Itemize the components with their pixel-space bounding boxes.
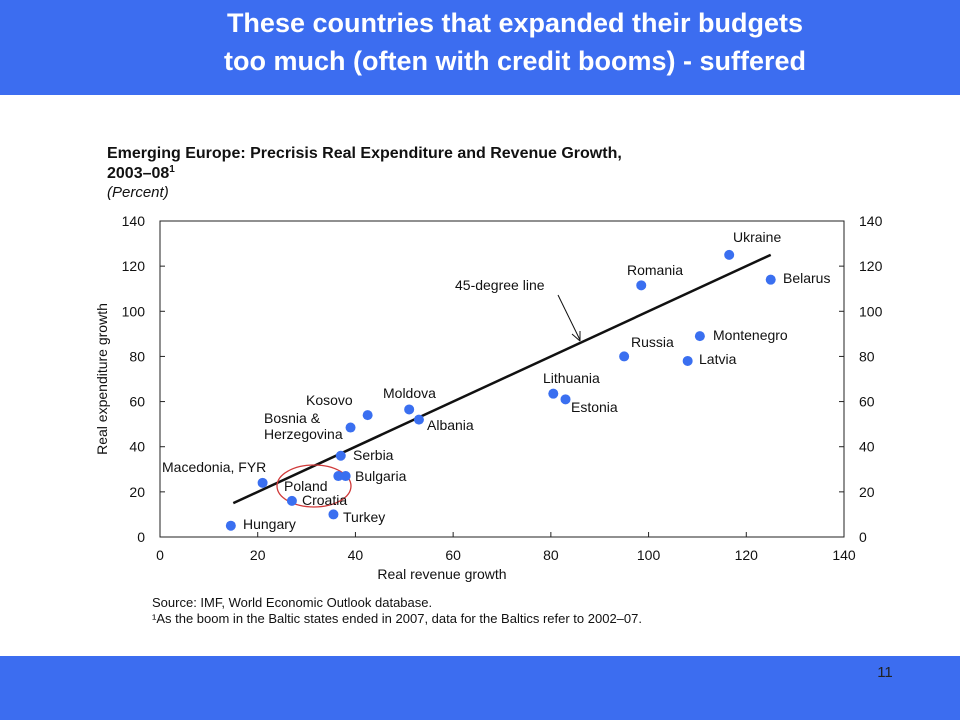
reference-line-45-degree bbox=[232, 253, 772, 505]
data-point bbox=[225, 520, 236, 531]
reference-line-label: 45-degree line bbox=[455, 277, 545, 293]
data-point bbox=[619, 351, 630, 362]
y-tick-label-right: 20 bbox=[859, 484, 875, 500]
data-point bbox=[333, 471, 344, 482]
x-tick-label: 120 bbox=[735, 547, 759, 563]
point-label: Bosnia & bbox=[264, 410, 321, 426]
x-tick-label: 100 bbox=[637, 547, 661, 563]
footnote: ¹As the boom in the Baltic states ended … bbox=[152, 611, 642, 626]
point-label: Croatia bbox=[302, 492, 347, 508]
point-label: Kosovo bbox=[306, 392, 353, 408]
y-tick-label-left: 40 bbox=[129, 439, 145, 455]
data-point bbox=[335, 450, 346, 461]
y-tick-label-left: 120 bbox=[122, 258, 146, 274]
point-label: Ukraine bbox=[733, 229, 781, 245]
data-point bbox=[724, 249, 735, 260]
point-label: Albania bbox=[427, 417, 474, 433]
page-number: 11 bbox=[877, 664, 893, 681]
data-point bbox=[340, 471, 351, 482]
y-axis-label: Real expenditure growth bbox=[94, 303, 110, 455]
point-label: Serbia bbox=[353, 447, 394, 463]
data-point bbox=[328, 509, 339, 520]
y-tick-label-right: 80 bbox=[859, 348, 875, 364]
y-tick-label-right: 100 bbox=[859, 303, 883, 319]
slide-title: These countries that expanded their budg… bbox=[0, 4, 960, 80]
data-point bbox=[413, 414, 424, 425]
y-tick-label-right: 40 bbox=[859, 439, 875, 455]
x-tick-label: 0 bbox=[156, 547, 164, 563]
x-axis-label: Real revenue growth bbox=[377, 566, 506, 582]
point-label: Poland bbox=[284, 478, 328, 494]
scatter-chart: Emerging Europe: Precrisis Real Expendit… bbox=[94, 145, 883, 582]
chart-title-line-1: Emerging Europe: Precrisis Real Expendit… bbox=[107, 145, 622, 162]
poland-highlight-circle bbox=[276, 464, 352, 508]
point-label: Lithuania bbox=[543, 370, 600, 386]
data-point bbox=[694, 331, 705, 342]
title-band bbox=[0, 0, 960, 95]
data-point bbox=[560, 394, 571, 405]
y-tick-label-left: 80 bbox=[129, 348, 145, 364]
point-label: Herzegovina bbox=[264, 426, 343, 442]
y-tick-label-right: 60 bbox=[859, 394, 875, 410]
data-point bbox=[548, 388, 559, 399]
y-tick-label-right: 140 bbox=[859, 213, 883, 229]
point-label: Romania bbox=[627, 262, 683, 278]
pointer-arrowhead bbox=[571, 331, 581, 342]
footer-band bbox=[0, 656, 960, 720]
source-note: Source: IMF, World Economic Outlook data… bbox=[152, 595, 433, 610]
data-point bbox=[765, 274, 776, 285]
slide-title-line-1: These countries that expanded their budg… bbox=[226, 8, 804, 38]
point-label: Macedonia, FYR bbox=[162, 459, 266, 475]
data-point bbox=[345, 422, 356, 433]
y-tick-label-left: 20 bbox=[129, 484, 145, 500]
y-tick-label-right: 120 bbox=[859, 258, 883, 274]
data-point bbox=[682, 355, 693, 366]
point-label: Turkey bbox=[343, 509, 385, 525]
point-label: Latvia bbox=[699, 351, 737, 367]
x-tick-label: 80 bbox=[543, 547, 559, 563]
y-tick-label-right: 0 bbox=[859, 529, 867, 545]
chart-subtitle: (Percent) bbox=[107, 184, 169, 201]
data-point bbox=[362, 410, 373, 421]
point-label: Bulgaria bbox=[355, 468, 407, 484]
y-tick-label-left: 60 bbox=[129, 394, 145, 410]
point-label: Hungary bbox=[243, 516, 296, 532]
point-label: Montenegro bbox=[713, 327, 788, 343]
x-tick-label: 60 bbox=[445, 547, 461, 563]
y-tick-label-left: 0 bbox=[137, 529, 145, 545]
x-tick-label: 20 bbox=[250, 547, 266, 563]
chart-title-line-2: 2003–081 bbox=[107, 164, 175, 182]
slide-title-line-2: too much (often with credit booms) - suf… bbox=[224, 46, 806, 76]
data-point bbox=[404, 404, 415, 415]
point-label: Moldova bbox=[383, 385, 436, 401]
plot-frame bbox=[159, 220, 845, 538]
point-label: Russia bbox=[631, 334, 674, 350]
reference-line-pointer bbox=[557, 294, 581, 341]
point-label: Estonia bbox=[571, 399, 618, 415]
y-tick-label-left: 140 bbox=[122, 213, 146, 229]
x-tick-label: 140 bbox=[832, 547, 856, 563]
data-point bbox=[286, 495, 297, 506]
data-point bbox=[636, 280, 647, 291]
y-tick-label-left: 100 bbox=[122, 303, 146, 319]
point-label: Belarus bbox=[783, 270, 830, 286]
x-tick-label: 40 bbox=[348, 547, 364, 563]
data-point bbox=[257, 477, 268, 488]
